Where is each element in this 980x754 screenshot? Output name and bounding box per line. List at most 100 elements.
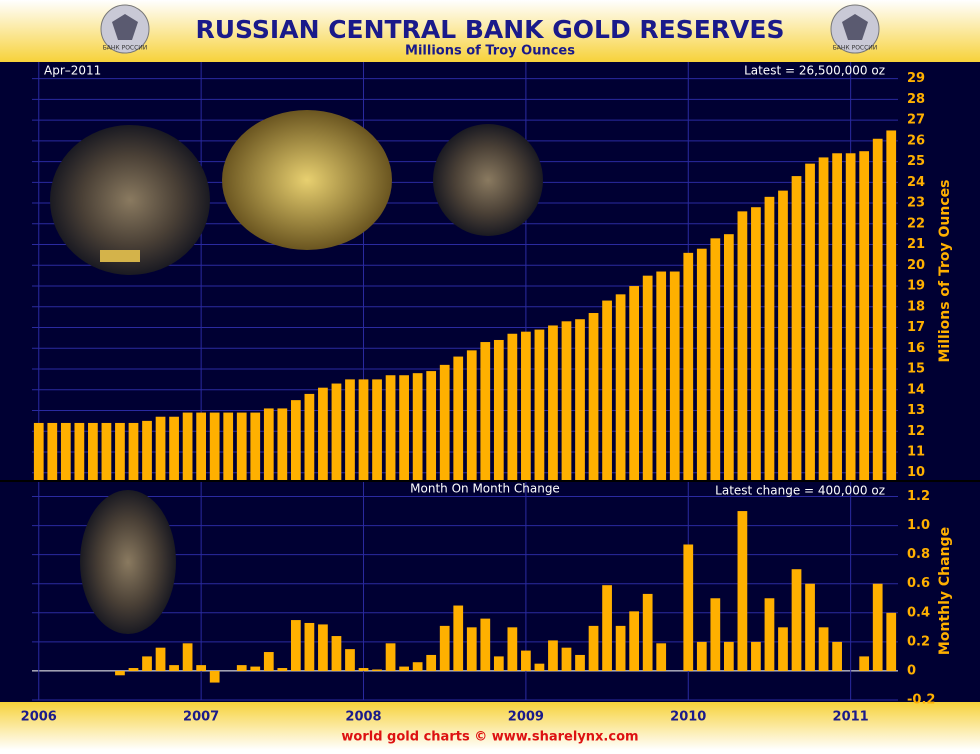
bar	[128, 422, 139, 480]
bar	[764, 598, 775, 671]
bar	[358, 668, 369, 671]
bar	[88, 422, 98, 480]
bar	[493, 656, 504, 671]
y-tick-label: 0.8	[907, 547, 930, 562]
bar	[277, 408, 288, 480]
bar	[521, 331, 531, 480]
bar	[534, 663, 545, 671]
bar	[521, 650, 531, 671]
bar	[602, 300, 612, 480]
bar	[399, 375, 409, 480]
y-tick-label: 0.4	[907, 605, 930, 620]
y-axis-label: Monthly Change	[937, 527, 953, 655]
x-tick-label: 2010	[670, 710, 706, 725]
bar	[696, 641, 707, 671]
bar	[548, 640, 558, 671]
bar	[507, 627, 518, 671]
y-tick-label: 27	[907, 113, 925, 128]
bar	[169, 416, 179, 480]
plots: 10 11 12 13 14 15 16 17 18 19 20 21 22 23 24 25 26 27 28 29…	[0, 62, 980, 725]
bar	[859, 151, 870, 480]
bar	[250, 666, 261, 671]
bar	[33, 422, 44, 480]
y-tick-label: 23	[907, 196, 925, 211]
chart-title: RUSSIAN CENTRAL BANK GOLD RESERVES	[195, 15, 784, 44]
y-tick-label: 18	[907, 299, 925, 314]
header-bg	[0, 0, 980, 62]
bar	[778, 190, 788, 480]
bar	[575, 654, 585, 671]
bar	[615, 625, 626, 671]
emblem-text: БАНК РОССИИ	[103, 45, 148, 52]
bar	[737, 211, 748, 480]
y-tick-label: 29	[907, 71, 925, 86]
bar	[304, 393, 315, 480]
bar	[791, 569, 802, 671]
bar	[426, 654, 437, 671]
bar	[588, 625, 599, 671]
bar	[236, 412, 247, 480]
bar	[561, 647, 572, 671]
y-tick-label: 10	[907, 465, 925, 480]
bar	[886, 612, 897, 671]
bar	[656, 643, 667, 671]
x-tick-label: 2007	[183, 710, 219, 725]
bar	[196, 665, 207, 671]
bar	[480, 342, 491, 480]
bar	[155, 416, 166, 480]
annotation: Latest = 26,500,000 oz	[744, 64, 885, 78]
bar	[872, 583, 883, 671]
bar	[47, 422, 58, 480]
bar	[263, 652, 274, 671]
bar	[723, 234, 734, 480]
y-tick-label: 13	[907, 403, 925, 418]
bar	[169, 665, 179, 671]
bar	[872, 138, 883, 481]
panel-title: Month On Month Change	[410, 482, 560, 496]
bar	[182, 412, 193, 480]
bar	[751, 207, 761, 480]
bar	[886, 130, 897, 480]
bar	[480, 618, 491, 671]
bar	[818, 627, 829, 671]
bar	[290, 620, 301, 671]
bar	[778, 627, 788, 671]
y-tick-label: 16	[907, 341, 925, 356]
bar	[426, 371, 437, 480]
bar	[331, 383, 342, 480]
y-tick-label: 1.2	[907, 489, 930, 504]
emblem-eagle	[112, 14, 138, 40]
bar	[818, 157, 829, 480]
bar	[683, 252, 694, 480]
footer-bg	[0, 702, 980, 750]
bar	[412, 662, 423, 671]
bar	[561, 321, 572, 480]
bar	[399, 666, 409, 671]
y-tick-label: 11	[907, 444, 925, 459]
bar	[805, 583, 815, 671]
bar	[805, 163, 815, 480]
bar	[859, 656, 870, 671]
bar	[318, 387, 328, 480]
photo	[433, 124, 543, 236]
photo	[222, 110, 392, 250]
bar	[710, 238, 721, 480]
bar	[115, 422, 125, 480]
y-tick-label: 17	[907, 320, 925, 335]
x-tick-label: 2006	[21, 710, 57, 725]
bar	[196, 412, 207, 480]
y-tick-label: 26	[907, 133, 925, 148]
bar	[466, 350, 477, 480]
emblem-left	[100, 4, 150, 54]
x-tick-label: 2008	[345, 710, 381, 725]
bar	[615, 294, 626, 480]
y-tick-label: 28	[907, 92, 925, 107]
date-note: Apr–2011	[44, 64, 101, 78]
bar	[723, 641, 734, 671]
y-tick-label: 1.0	[907, 518, 930, 533]
y-tick-label: 0	[907, 663, 916, 678]
bar	[372, 379, 382, 480]
bar	[764, 196, 775, 480]
bar	[250, 412, 261, 480]
